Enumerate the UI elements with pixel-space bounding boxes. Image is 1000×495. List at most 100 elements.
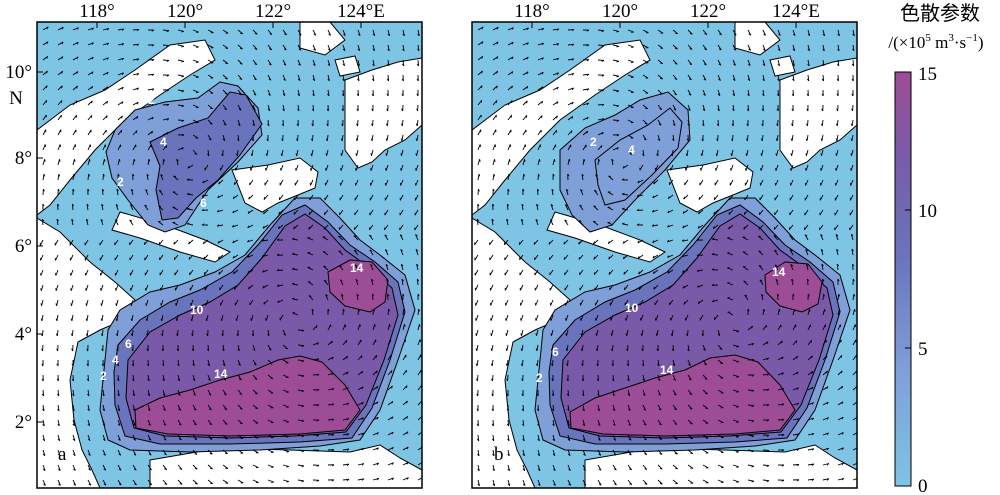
wind-vector <box>567 389 570 397</box>
wind-vector <box>747 389 755 391</box>
wind-vector <box>732 104 735 111</box>
wind-vector <box>357 463 364 466</box>
wind-vector-head <box>283 63 287 66</box>
wind-vector <box>504 254 509 261</box>
wind-vector-head <box>146 363 149 367</box>
wind-vector-head <box>791 108 794 112</box>
wind-vector <box>834 224 839 231</box>
wind-vector-head <box>166 103 170 107</box>
wind-vector <box>297 389 304 392</box>
wind-vector <box>594 284 599 291</box>
wind-vector <box>71 299 74 306</box>
wind-vector <box>682 209 689 214</box>
wind-vector <box>596 344 599 352</box>
wind-vector-head <box>268 63 272 66</box>
wind-vector <box>682 284 689 289</box>
wind-vector-head <box>206 333 209 337</box>
wind-vector <box>489 284 494 291</box>
wind-vector-head <box>537 438 540 442</box>
wind-vector <box>672 404 678 411</box>
wind-vector-head <box>181 134 185 137</box>
wind-vector-head <box>406 446 409 450</box>
wind-vector <box>251 149 254 156</box>
wind-vector-head <box>371 108 374 112</box>
wind-vector-head <box>704 48 707 51</box>
wind-vector-head <box>743 212 746 215</box>
wind-vector <box>237 449 244 454</box>
wind-vector <box>57 404 60 411</box>
wind-vector <box>474 284 479 291</box>
wind-vector <box>835 164 839 171</box>
wind-vector <box>42 144 46 151</box>
wind-vector-head <box>758 250 762 252</box>
wind-vector-head <box>101 378 105 382</box>
wind-vector <box>642 374 645 381</box>
wind-vector-head <box>201 223 205 226</box>
wind-vector <box>160 284 164 291</box>
wind-vector <box>837 416 844 421</box>
wind-vector-head <box>496 85 498 89</box>
wind-vector <box>822 59 825 66</box>
wind-vector <box>57 479 61 486</box>
wind-vector <box>687 104 691 111</box>
wind-vector <box>233 194 239 200</box>
wind-vector-head <box>826 447 830 451</box>
wind-vector <box>807 402 814 406</box>
wind-vector <box>732 374 739 378</box>
wind-vector-head <box>566 188 569 192</box>
wind-vector <box>696 254 704 257</box>
wind-vector-head <box>46 26 49 30</box>
wind-vector <box>102 479 107 486</box>
wind-vector-head <box>233 271 235 275</box>
wind-vector-head <box>578 220 582 222</box>
wind-vector-head <box>71 378 74 382</box>
wind-vector <box>822 463 829 466</box>
wind-vector-head <box>239 93 242 96</box>
wind-vector-head <box>790 168 792 171</box>
wind-vector <box>653 284 659 290</box>
wind-vector <box>132 87 139 91</box>
wind-vector-head <box>636 208 640 211</box>
wind-vector-head <box>628 423 631 426</box>
wind-vector-head <box>537 453 541 457</box>
wind-vector-head <box>766 388 770 392</box>
wind-vector <box>357 478 364 481</box>
wind-vector <box>312 29 317 36</box>
wind-vector <box>297 29 302 36</box>
wind-vector <box>292 283 299 286</box>
wind-vector <box>117 129 122 136</box>
wind-vector <box>132 404 136 411</box>
wind-vector-head <box>704 363 707 366</box>
wind-vector <box>492 174 495 181</box>
wind-vector <box>342 371 349 376</box>
wind-vector-head <box>327 93 330 97</box>
wind-vector <box>203 239 209 245</box>
wind-vector-head <box>535 348 538 352</box>
wind-vector <box>132 479 137 486</box>
wind-vector-head <box>673 108 677 111</box>
wind-vector-head <box>494 159 496 162</box>
wind-vector <box>742 266 749 271</box>
panel-a-x-tick-124: 124°E <box>337 1 385 22</box>
wind-vector-head <box>235 318 238 321</box>
wind-vector-head <box>404 324 406 327</box>
wind-vector-head <box>622 240 625 244</box>
panel-a-land-north <box>299 22 346 56</box>
wind-vector-head <box>762 78 765 82</box>
wind-vector <box>758 250 764 256</box>
wind-vector-head <box>360 355 363 359</box>
wind-vector-head <box>820 123 823 127</box>
wind-vector <box>743 280 749 286</box>
wind-vector <box>537 27 544 31</box>
wind-vector-head <box>385 138 388 142</box>
wind-vector <box>837 309 840 316</box>
wind-vector-head <box>614 483 617 486</box>
wind-vector <box>162 44 170 47</box>
wind-vector-head <box>586 59 590 62</box>
wind-vector <box>792 340 798 346</box>
wind-vector <box>342 433 349 436</box>
wind-vector <box>687 449 694 454</box>
wind-vector <box>101 314 104 321</box>
wind-vector <box>222 119 227 126</box>
wind-vector <box>820 179 824 186</box>
